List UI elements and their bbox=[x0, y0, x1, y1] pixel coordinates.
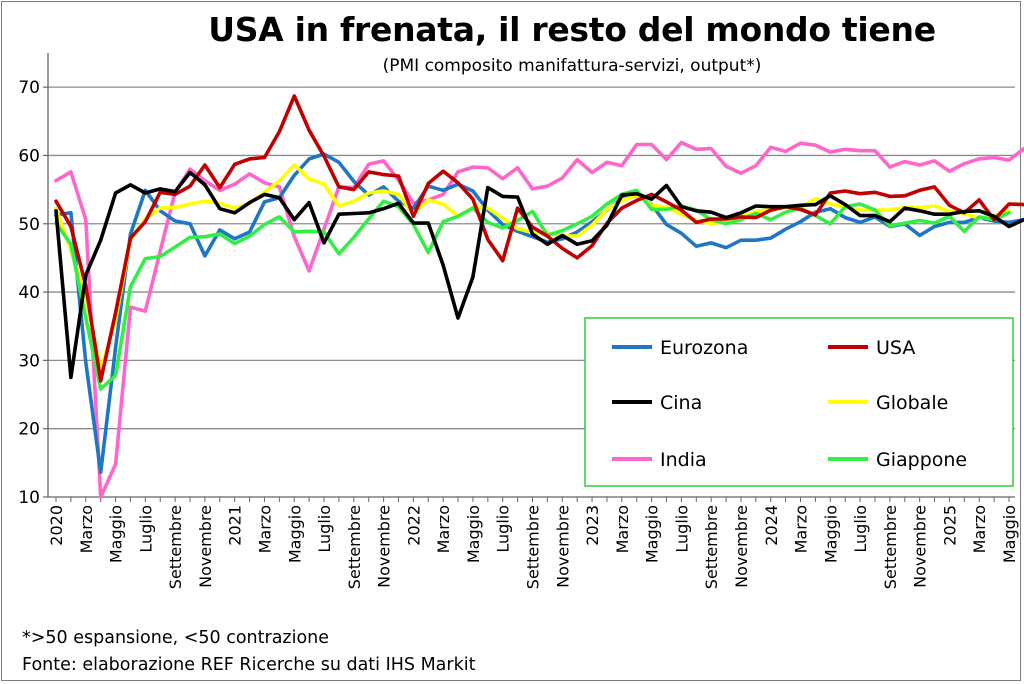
x-tick-label: Luglio bbox=[672, 505, 691, 553]
x-tick-label: Maggio bbox=[464, 505, 483, 563]
legend-label-india: India bbox=[660, 449, 707, 471]
legend-label-globale: Globale bbox=[876, 392, 948, 414]
axes bbox=[47, 53, 1015, 498]
legend-box bbox=[584, 317, 1014, 487]
y-tick-label: 30 bbox=[18, 351, 40, 371]
x-tick-label: 2022 bbox=[404, 505, 423, 546]
y-tick-label: 50 bbox=[18, 215, 40, 235]
x-tick-label: Maggio bbox=[821, 505, 840, 563]
x-tick-label: 2025 bbox=[940, 505, 959, 546]
y-tick-label: 20 bbox=[18, 420, 40, 440]
x-tick-label: 2024 bbox=[762, 505, 781, 546]
series-line-cina bbox=[54, 170, 1024, 380]
legend-label-eurozona: Eurozona bbox=[660, 337, 748, 359]
series-line-giappone bbox=[54, 188, 1011, 391]
x-tick-label: Settembre bbox=[881, 505, 900, 589]
gridlines bbox=[48, 86, 1015, 430]
x-tick-label: Luglio bbox=[851, 505, 870, 553]
x-tick-label: Novembre bbox=[732, 505, 751, 588]
x-tick-label: Maggio bbox=[1000, 505, 1019, 563]
x-tick-label: Marzo bbox=[77, 505, 96, 553]
x-tick-label: Settembre bbox=[166, 505, 185, 589]
series-lines bbox=[54, 94, 1024, 499]
note-threshold: *>50 espansione, <50 contrazione bbox=[22, 628, 330, 648]
x-tick-label: Settembre bbox=[524, 505, 543, 589]
x-tick-label: 2020 bbox=[47, 505, 66, 546]
y-axis-ticks: 10 20 30 40 50 60 70 bbox=[18, 78, 48, 508]
y-tick-label: 70 bbox=[18, 78, 40, 98]
x-tick-label: Novembre bbox=[553, 505, 572, 588]
x-tick-label: Settembre bbox=[345, 505, 364, 589]
x-tick-label: Marzo bbox=[970, 505, 989, 553]
x-tick-label: Marzo bbox=[434, 505, 453, 553]
legend-label-giappone: Giappone bbox=[876, 449, 967, 471]
x-tick-label: Maggio bbox=[107, 505, 126, 563]
x-tick-label: Maggio bbox=[643, 505, 662, 563]
legend: Eurozona USA Cina Globale India Giappone bbox=[584, 317, 1014, 487]
x-tick-label: Novembre bbox=[375, 505, 394, 588]
y-tick-label: 40 bbox=[18, 283, 40, 303]
x-tick-label: Novembre bbox=[196, 505, 215, 588]
x-tick-label: 2023 bbox=[583, 505, 602, 546]
y-tick-label: 10 bbox=[18, 488, 40, 508]
x-tick-label: 2021 bbox=[226, 505, 245, 546]
series-line-india bbox=[54, 140, 1024, 499]
chart-title: USA in frenata, il resto del mondo tiene bbox=[208, 10, 936, 49]
x-tick-label: Settembre bbox=[702, 505, 721, 589]
series-line-usa bbox=[54, 94, 1024, 383]
legend-label-usa: USA bbox=[876, 337, 915, 359]
x-tick-label: Novembre bbox=[911, 505, 930, 588]
chart-subtitle: (PMI composito manifattura-servizi, outp… bbox=[382, 56, 762, 76]
y-tick-label: 60 bbox=[18, 146, 40, 166]
x-tick-label: Marzo bbox=[255, 505, 274, 553]
legend-label-cina: Cina bbox=[660, 392, 702, 414]
x-tick-label: Marzo bbox=[613, 505, 632, 553]
x-axis-ticks: 2020 Marzo Maggio Luglio Settembre Novembre 20… bbox=[47, 497, 1019, 589]
x-tick-label: Luglio bbox=[494, 505, 513, 553]
x-tick-label: Maggio bbox=[285, 505, 304, 563]
x-tick-label: Marzo bbox=[792, 505, 811, 553]
note-source: Fonte: elaborazione REF Ricerche su dati… bbox=[22, 655, 476, 675]
x-tick-label: Luglio bbox=[315, 505, 334, 553]
x-tick-label: Luglio bbox=[136, 505, 155, 553]
